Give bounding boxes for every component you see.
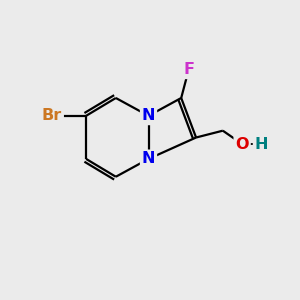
Text: O: O: [236, 136, 249, 152]
Text: H: H: [255, 136, 268, 152]
Text: F: F: [183, 62, 194, 77]
Text: Br: Br: [42, 108, 62, 123]
Text: N: N: [142, 152, 155, 166]
Text: N: N: [142, 108, 155, 123]
